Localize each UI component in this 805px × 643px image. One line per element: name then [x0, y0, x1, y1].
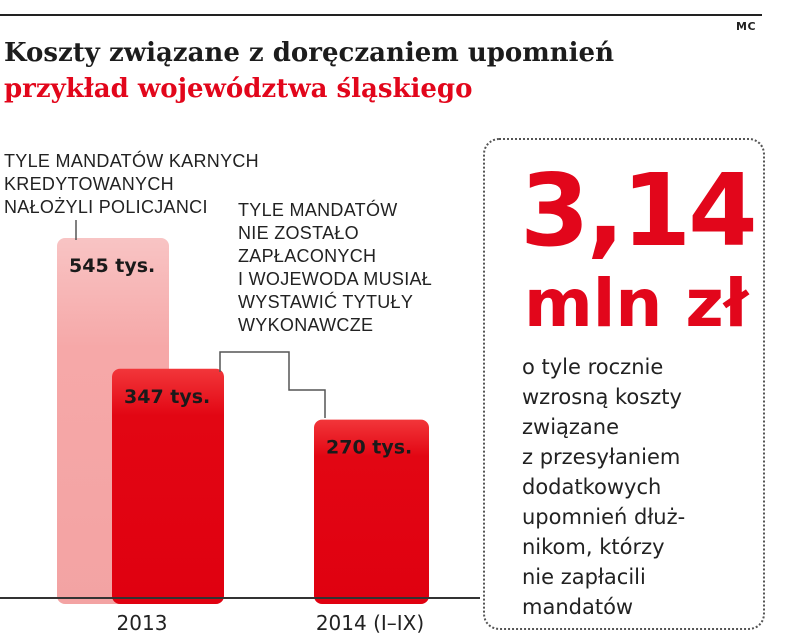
- chart-subtitle: przykład województwa śląskiego: [4, 74, 473, 104]
- bar-unpaid-2013: [112, 368, 224, 604]
- bar-value-label: 545 tys.: [69, 255, 155, 277]
- unpaid-annotation-line: I WOJEWODA MUSIAŁ: [238, 269, 433, 289]
- description-line: upomnień dłuż-: [522, 505, 686, 529]
- x-tick-label: 2014 (I–IX): [316, 611, 424, 635]
- unpaid-annotation-line: ZAPŁACONYCH: [238, 246, 377, 266]
- labels-layer: 545 tys. 347 tys. 270 tys. 2013 2014 (I–IX): [69, 255, 424, 635]
- highlight-box: [483, 138, 765, 630]
- x-tick-label: 2013: [117, 611, 168, 635]
- description-line: wzrosną koszty: [522, 385, 682, 409]
- description-line: o tyle rocznie: [522, 355, 664, 379]
- unpaid-annotation-line: TYLE MANDATÓW: [238, 200, 398, 220]
- unpaid-annotation: TYLE MANDATÓW NIE ZOSTAŁO ZAPŁACONYCH I …: [238, 199, 432, 337]
- issued-annotation-line: NAŁOŻYLI POLICJANCI: [4, 197, 208, 217]
- description-line: związane: [522, 415, 620, 439]
- top-rule: [0, 14, 762, 16]
- highlight-description: o tyle rocznie wzrosną koszty związane z…: [522, 352, 685, 622]
- bar-value-label: 270 tys.: [326, 437, 412, 459]
- unpaid-annotation-line: WYSTAWIĆ TYTUŁY: [238, 292, 414, 312]
- unpaid-connector: [219, 351, 326, 418]
- description-line: dodatkowych: [522, 475, 662, 499]
- issued-annotation-line: KREDYTOWANYCH: [4, 174, 174, 194]
- bars-layer: [57, 238, 429, 604]
- unpaid-annotation-line: NIE ZOSTAŁO: [238, 223, 359, 243]
- unpaid-annotation-line: WYKONAWCZE: [238, 315, 374, 335]
- bar-unpaid-2014: [314, 419, 429, 604]
- annotation-connectors: [75, 220, 326, 418]
- issued-annotation-line: TYLE MANDATÓW KARNYCH: [4, 151, 259, 171]
- description-line: nie zapłacili: [522, 565, 646, 589]
- description-line: nikom, którzy: [522, 535, 665, 559]
- description-line: z przesyłaniem: [522, 445, 681, 469]
- bar-value-label: 347 tys.: [124, 386, 210, 408]
- description-line: mandatów: [522, 595, 634, 619]
- highlight-unit: mln zł: [524, 265, 749, 342]
- chart-title: Koszty związane z doręczaniem upomnień: [4, 38, 614, 68]
- highlight-value: 3,14: [520, 152, 758, 269]
- author-credit: MC: [736, 20, 757, 33]
- issued-annotation: TYLE MANDATÓW KARNYCH KREDYTOWANYCH NAŁO…: [4, 150, 259, 219]
